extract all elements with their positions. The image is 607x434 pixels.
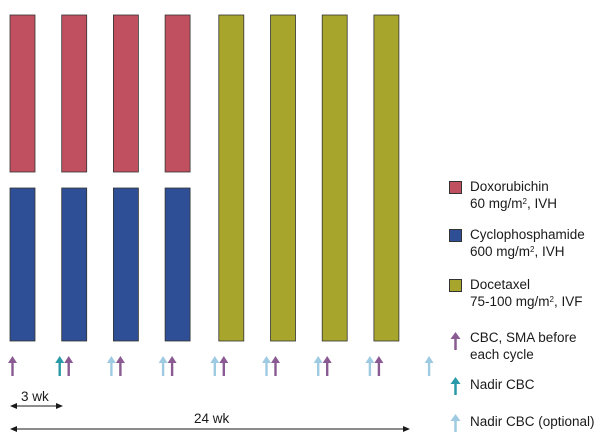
cyclophosphamide-swatch <box>449 229 462 242</box>
docetaxel-swatch <box>449 279 462 292</box>
cbc-arrow-icon <box>450 332 461 350</box>
nadir-cbc-optional-arrow <box>210 356 220 376</box>
legend-cyclophosphamide: Cyclophosphamide 600 mg/m2, IVH <box>449 226 585 260</box>
doxorubicin-bar <box>61 14 88 173</box>
total-duration-label: 24 wk <box>194 411 230 426</box>
cyclophosphamide-bar <box>164 187 191 342</box>
cbc-arrow <box>64 356 74 376</box>
nadir-cbc-optional-arrow <box>262 356 271 376</box>
docetaxel-bar <box>321 14 348 342</box>
nadir-label: Nadir CBC <box>470 377 535 392</box>
docetaxel-name: Docetaxel <box>470 277 531 292</box>
nadir-cbc-optional-arrow <box>158 356 168 376</box>
nadir-optional-label: Nadir CBC (optional) <box>470 414 595 429</box>
doxorubicin-bar <box>113 14 139 173</box>
cbc-arrow <box>271 356 280 376</box>
treatment-schedule-diagram <box>8 14 434 432</box>
docetaxel-bar <box>373 14 400 342</box>
nadir-arrow-icon <box>450 377 461 395</box>
cyclophosphamide-bar <box>61 187 88 342</box>
docetaxel-bar <box>218 14 245 342</box>
cbc-arrow <box>374 356 384 376</box>
docetaxel-bar <box>270 14 296 342</box>
nadir-cbc-optional-arrow <box>365 356 375 376</box>
drug-bars <box>9 14 400 342</box>
total-duration-line <box>10 426 410 432</box>
cbc-label-line1: CBC, SMA before <box>470 330 577 345</box>
legend-docetaxel: Docetaxel 75-100 mg/m2, IVF <box>449 276 583 310</box>
nadir-cbc-optional-arrow <box>106 356 116 376</box>
doxorubicin-swatch <box>449 181 462 194</box>
cbc-label-line2: each cycle <box>470 347 534 362</box>
legend-doxorubicin: Doxorubichin 60 mg/m2, IVH <box>449 178 557 212</box>
cyclophosphamide-bar <box>113 187 139 342</box>
cbc-arrow <box>322 356 332 376</box>
nadir-cbc-optional-arrow <box>313 356 323 376</box>
docetaxel-dose: 75-100 mg/m2, IVF <box>470 294 583 309</box>
nadir-cbc-arrow <box>55 356 65 376</box>
cbc-arrow <box>8 356 17 376</box>
cycle-duration-line <box>10 403 63 409</box>
cbc-arrow <box>219 356 229 376</box>
duration-dimensions <box>10 403 410 432</box>
nadir-cbc-optional-arrow <box>424 356 434 376</box>
cyclophosphamide-bar <box>9 187 36 342</box>
legend-nadir: Nadir CBC <box>449 374 535 397</box>
doxorubicin-dose: 60 mg/m2, IVH <box>470 196 557 211</box>
legend-cbc: CBC, SMA before each cycle <box>449 329 577 363</box>
doxorubicin-name: Doxorubichin <box>470 179 549 194</box>
nadir-optional-arrow-icon <box>450 414 461 432</box>
cbc-arrows <box>8 356 434 376</box>
doxorubicin-bar <box>164 14 191 173</box>
doxorubicin-bar <box>9 14 36 173</box>
cbc-arrow <box>115 356 125 376</box>
cyclophosphamide-name: Cyclophosphamide <box>470 227 585 242</box>
cyclophosphamide-dose: 600 mg/m2, IVH <box>470 244 565 259</box>
cycle-duration-label: 3 wk <box>21 389 49 404</box>
legend-nadir-optional: Nadir CBC (optional) <box>449 411 595 434</box>
cbc-arrow <box>167 356 177 376</box>
